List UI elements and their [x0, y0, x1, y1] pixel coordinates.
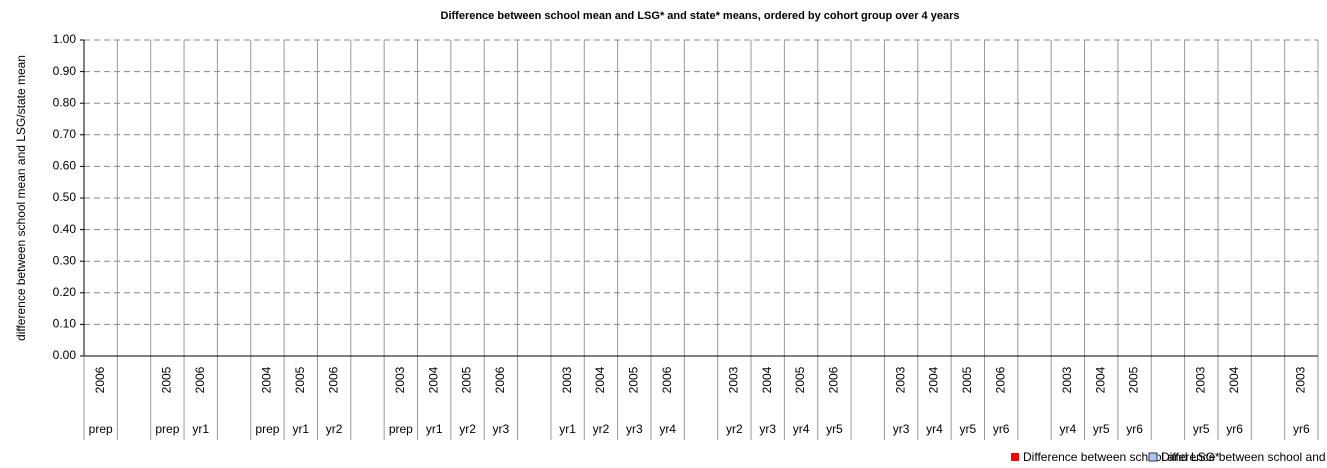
group-label: yr6	[1293, 422, 1310, 436]
group-label: yr2	[726, 422, 743, 436]
group-label: yr3	[759, 422, 776, 436]
y-tick-label: 0.70	[53, 127, 77, 141]
group-label: yr4	[659, 422, 676, 436]
x-tick-label: 2005	[460, 366, 474, 393]
legend-swatch	[1148, 452, 1158, 462]
x-tick-label: 2005	[160, 366, 174, 393]
x-tick-label: 2004	[760, 366, 774, 393]
group-label: yr1	[192, 422, 209, 436]
x-tick-label: 2004	[260, 366, 274, 393]
group-label: prep	[89, 422, 113, 436]
x-tick-label: 2006	[827, 366, 841, 393]
x-tick-label: 2006	[93, 366, 107, 393]
y-tick-label: 0.90	[53, 64, 77, 78]
y-tick-label: 0.10	[53, 317, 77, 331]
group-label: yr6	[1126, 422, 1143, 436]
x-tick-label: 2004	[426, 366, 440, 393]
y-tick-label: 0.00	[53, 348, 77, 362]
x-tick-label: 2006	[193, 366, 207, 393]
x-tick-label: 2003	[727, 366, 741, 393]
x-tick-label: 2004	[1093, 366, 1107, 393]
y-tick-label: 0.20	[53, 285, 77, 299]
group-label: yr5	[1093, 422, 1110, 436]
group-label: yr3	[893, 422, 910, 436]
x-tick-label: 2005	[626, 366, 640, 393]
x-tick-label: 2006	[326, 366, 340, 393]
x-tick-label: 2005	[960, 366, 974, 393]
legend-label: Difference between school and state*	[1161, 450, 1327, 464]
legend-label: Difference between school and LSG*	[1023, 450, 1220, 464]
group-label: yr4	[793, 422, 810, 436]
x-tick-label: 2003	[1060, 366, 1074, 393]
x-tick-label: 2003	[1193, 366, 1207, 393]
group-label: yr4	[926, 422, 943, 436]
x-tick-label: 2003	[893, 366, 907, 393]
group-label: prep	[255, 422, 279, 436]
y-tick-label: 0.40	[53, 222, 77, 236]
chart-title: Difference between school mean and LSG* …	[441, 10, 960, 22]
x-tick-label: 2003	[1293, 366, 1307, 393]
group-label: yr2	[593, 422, 610, 436]
group-label: yr3	[493, 422, 510, 436]
x-tick-label: 2004	[593, 366, 607, 393]
group-label: yr5	[959, 422, 976, 436]
y-tick-label: 0.50	[53, 190, 77, 204]
group-label: prep	[389, 422, 413, 436]
group-label: yr2	[459, 422, 476, 436]
x-tick-label: 2004	[927, 366, 941, 393]
group-label: yr3	[626, 422, 643, 436]
group-label: yr6	[1226, 422, 1243, 436]
legend-swatch	[1011, 453, 1019, 461]
x-tick-label: 2005	[793, 366, 807, 393]
group-label: yr1	[426, 422, 443, 436]
x-tick-label: 2006	[493, 366, 507, 393]
group-label: yr5	[1193, 422, 1210, 436]
x-tick-label: 2003	[393, 366, 407, 393]
x-tick-label: 2004	[1227, 366, 1241, 393]
group-label: yr1	[292, 422, 309, 436]
group-label: yr5	[826, 422, 843, 436]
y-tick-label: 0.30	[53, 253, 77, 267]
x-tick-label: 2005	[293, 366, 307, 393]
x-tick-label: 2003	[560, 366, 574, 393]
group-label: yr2	[326, 422, 343, 436]
x-tick-label: 2006	[993, 366, 1007, 393]
x-tick-label: 2005	[1127, 366, 1141, 393]
x-tick-label: 2006	[660, 366, 674, 393]
y-tick-label: 0.80	[53, 95, 77, 109]
group-label: yr1	[559, 422, 576, 436]
group-label: yr4	[1060, 422, 1077, 436]
y-tick-label: 0.60	[53, 159, 77, 173]
y-tick-label: 1.00	[53, 32, 77, 46]
group-label: prep	[155, 422, 179, 436]
y-axis-title: difference between school mean and LSG/s…	[14, 55, 28, 341]
group-label: yr6	[993, 422, 1010, 436]
